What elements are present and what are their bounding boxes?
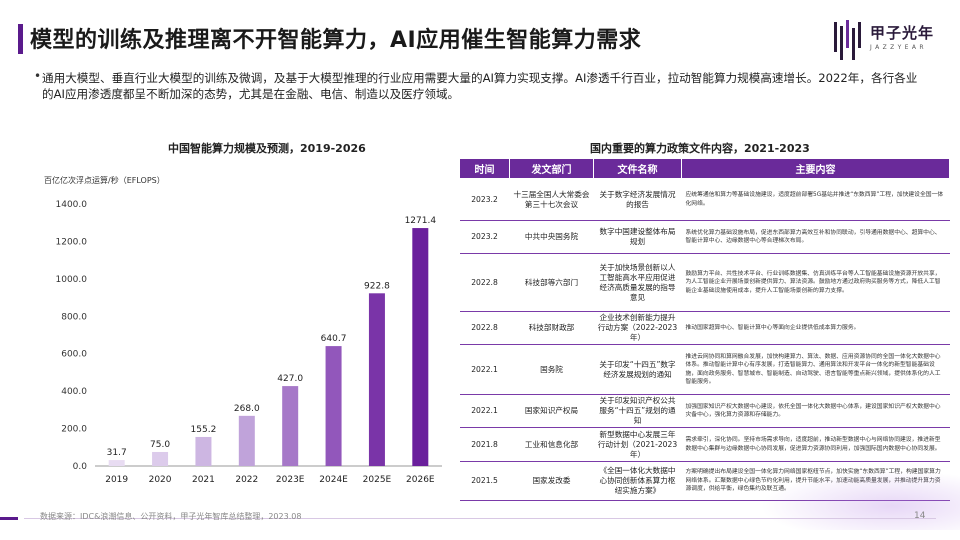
bar-chart: 0.0 200.0 400.0 600.0 800.0 1000.0 1200.0 1400.… xyxy=(56,200,442,485)
table-row: 2022.8 科技部财政部 企业技术创新能力提升行动方案（2022-2023年）… xyxy=(459,311,950,345)
row-doc: 企业技术创新能力提升行动方案（2022-2023年） xyxy=(593,311,682,345)
row-date: 2022.8 xyxy=(459,311,510,345)
header-doc: 文件名称 xyxy=(593,158,682,179)
chart-y-axis-label: 百亿亿次浮点运算/秒（EFLOPS） xyxy=(44,176,165,185)
y-tick-label: 1000.0 xyxy=(56,275,88,285)
bullet-dot-icon: • xyxy=(34,69,42,83)
row-date: 2022.1 xyxy=(459,394,510,428)
bar-2025E xyxy=(368,293,385,466)
row-dept: 中共中央国务院 xyxy=(509,220,594,254)
y-tick-label: 0.0 xyxy=(73,462,88,472)
bar-2023E xyxy=(282,386,299,466)
bar-value-label: 922.8 xyxy=(364,281,390,291)
row-doc: 关于加快场景创新以人工智能高水平应用促进经济高质量发展的指导意见 xyxy=(593,253,682,312)
x-tick-label: 2019 xyxy=(105,475,128,485)
row-dept: 国家发改委 xyxy=(509,461,594,501)
bar-value-label: 268.0 xyxy=(234,404,260,414)
row-doc: 新型数据中心发展三年行动计划（2021-2023年） xyxy=(593,427,682,462)
y-tick-label: 200.0 xyxy=(61,425,87,435)
row-doc: 关于数字经济发展情况的报告 xyxy=(593,178,682,221)
table-row: 2023.2 十三届全国人大常委会第三十七次会议 关于数字经济发展情况的报告 应… xyxy=(459,178,950,221)
row-dept: 科技部财政部 xyxy=(509,311,594,345)
table-header-row: 时间 发文部门 文件名称 主要内容 xyxy=(459,158,950,179)
row-content: 需求牵引，深化协同。坚持市场需求导向，适度超前，推动新型数据中心与网络协同建设，… xyxy=(681,427,950,462)
row-dept: 国家知识产权局 xyxy=(509,394,594,428)
row-content: 推进云网协同和算网融合发展，加快构建算力、算法、数据、应用资源协同的全国一体化大… xyxy=(681,344,950,395)
row-date: 2023.2 xyxy=(459,220,510,254)
bullet-text: 通用大模型、垂直行业大模型的训练及微调，及基于大模型推理的行业应用需要大量的AI… xyxy=(42,71,918,101)
y-tick-label: 400.0 xyxy=(61,387,87,397)
row-doc: 关于印发知识产权公共服务“十四五”规划的通知 xyxy=(593,394,682,428)
bar-value-label: 1271.4 xyxy=(405,216,437,226)
logo-text: 甲子光年 xyxy=(870,24,935,42)
row-doc: 关于印发“十四五”数字经济发展规划的通知 xyxy=(593,344,682,395)
y-tick-label: 1400.0 xyxy=(56,200,88,210)
table-row: 2023.2 中共中央国务院 数字中国建设整体布局规划 系统优化算力基础设施布局… xyxy=(459,220,950,254)
row-dept: 工业和信息化部 xyxy=(509,427,594,462)
row-content: 系统优化算力基础设施布局，促进东西部算力高效互补和协同联动，引导通用数据中心、超… xyxy=(681,220,950,254)
row-content: 应统筹通信和算力等基础设施建设，适度超前部署5G基站并推进“东数西算”工程，加快… xyxy=(681,178,950,221)
table-row: 2021.8 工业和信息化部 新型数据中心发展三年行动计划（2021-2023年… xyxy=(459,427,950,462)
y-tick-label: 600.0 xyxy=(61,350,87,360)
brand-logo: 甲子光年 JAZZYEAR xyxy=(832,18,942,62)
x-tick-label: 2022 xyxy=(235,475,258,485)
table-row: 2022.1 国家知识产权局 关于印发知识产权公共服务“十四五”规划的通知 加强… xyxy=(459,394,950,428)
row-content: 鼓励算力平台、共性技术平台、行业训练数据集、仿真训练平台等人工智能基础设施资源开… xyxy=(681,253,950,312)
footer-accent-bar xyxy=(0,517,18,520)
chart-title: 中国智能算力规模及预测，2019-2026 xyxy=(168,142,366,155)
bar-2026E xyxy=(412,228,429,466)
bar-2021 xyxy=(195,436,212,466)
logo-subtext: JAZZYEAR xyxy=(870,44,927,51)
row-date: 2022.8 xyxy=(459,253,510,312)
bar-value-label: 155.2 xyxy=(191,425,217,435)
bar-2019 xyxy=(108,460,125,466)
row-date: 2021.5 xyxy=(459,461,510,501)
x-tick-label: 2021 xyxy=(192,475,215,485)
page-number: 14 xyxy=(914,511,926,521)
table-row: 2022.1 国务院 关于印发“十四五”数字经济发展规划的通知 推进云网协同和算… xyxy=(459,344,950,395)
x-tick-label: 2025E xyxy=(363,475,392,485)
row-dept: 国务院 xyxy=(509,344,594,395)
bar-2020 xyxy=(152,451,169,466)
x-tick-label: 2023E xyxy=(276,475,305,485)
header-content: 主要内容 xyxy=(681,158,950,179)
row-doc: 《全国一体化大数据中心协同创新体系算力枢纽实施方案》 xyxy=(593,461,682,501)
decorative-glow xyxy=(760,470,960,530)
x-tick-label: 2026E xyxy=(406,475,435,485)
table-title: 国内重要的算力政策文件内容，2021-2023 xyxy=(590,142,810,155)
row-date: 2023.2 xyxy=(459,178,510,221)
bar-2024E xyxy=(325,346,342,466)
y-tick-label: 1200.0 xyxy=(56,237,88,247)
bar-value-label: 31.7 xyxy=(107,448,127,458)
bar-2022 xyxy=(238,415,255,466)
title-accent-bar xyxy=(18,24,23,54)
policy-table: 时间 发文部门 文件名称 主要内容 2023.2 十三届全国人大常委会第三十七次… xyxy=(459,158,950,501)
bar-value-label: 640.7 xyxy=(321,334,347,344)
row-content: 推动国家超算中心、智能计算中心等面向企业提供低成本算力服务。 xyxy=(681,311,950,345)
header-date: 时间 xyxy=(459,158,510,179)
y-tick-label: 800.0 xyxy=(61,312,87,322)
logo-mark-icon xyxy=(834,20,861,60)
row-dept: 科技部等六部门 xyxy=(509,253,594,312)
page-title: 模型的训练及推理离不开智能算力，AI应用催生智能算力需求 xyxy=(30,28,642,53)
bar-value-label: 75.0 xyxy=(150,440,170,450)
row-date: 2022.1 xyxy=(459,344,510,395)
table-row: 2022.8 科技部等六部门 关于加快场景创新以人工智能高水平应用促进经济高质量… xyxy=(459,253,950,312)
bar-value-label: 427.0 xyxy=(277,374,303,384)
row-doc: 数字中国建设整体布局规划 xyxy=(593,220,682,254)
row-dept: 十三届全国人大常委会第三十七次会议 xyxy=(509,178,594,221)
x-tick-label: 2024E xyxy=(319,475,348,485)
source-note: 数据来源：IDC&浪潮信息、公开资料，甲子光年智库总结整理，2023.08 xyxy=(40,512,302,521)
row-content: 加强国家知识产权大数据中心建设，依托全国一体化大数据中心体系，建设国家知识产权大… xyxy=(681,394,950,428)
table-row: 2021.5 国家发改委 《全国一体化大数据中心协同创新体系算力枢纽实施方案》 … xyxy=(459,461,950,501)
row-content: 方案明确提出布局建设全国一体化算力网络国家枢纽节点，加快实施“东数西算”工程，构… xyxy=(681,461,950,501)
x-tick-label: 2020 xyxy=(149,475,172,485)
row-date: 2021.8 xyxy=(459,427,510,462)
header-dept: 发文部门 xyxy=(509,158,594,179)
footer-divider xyxy=(24,518,936,519)
